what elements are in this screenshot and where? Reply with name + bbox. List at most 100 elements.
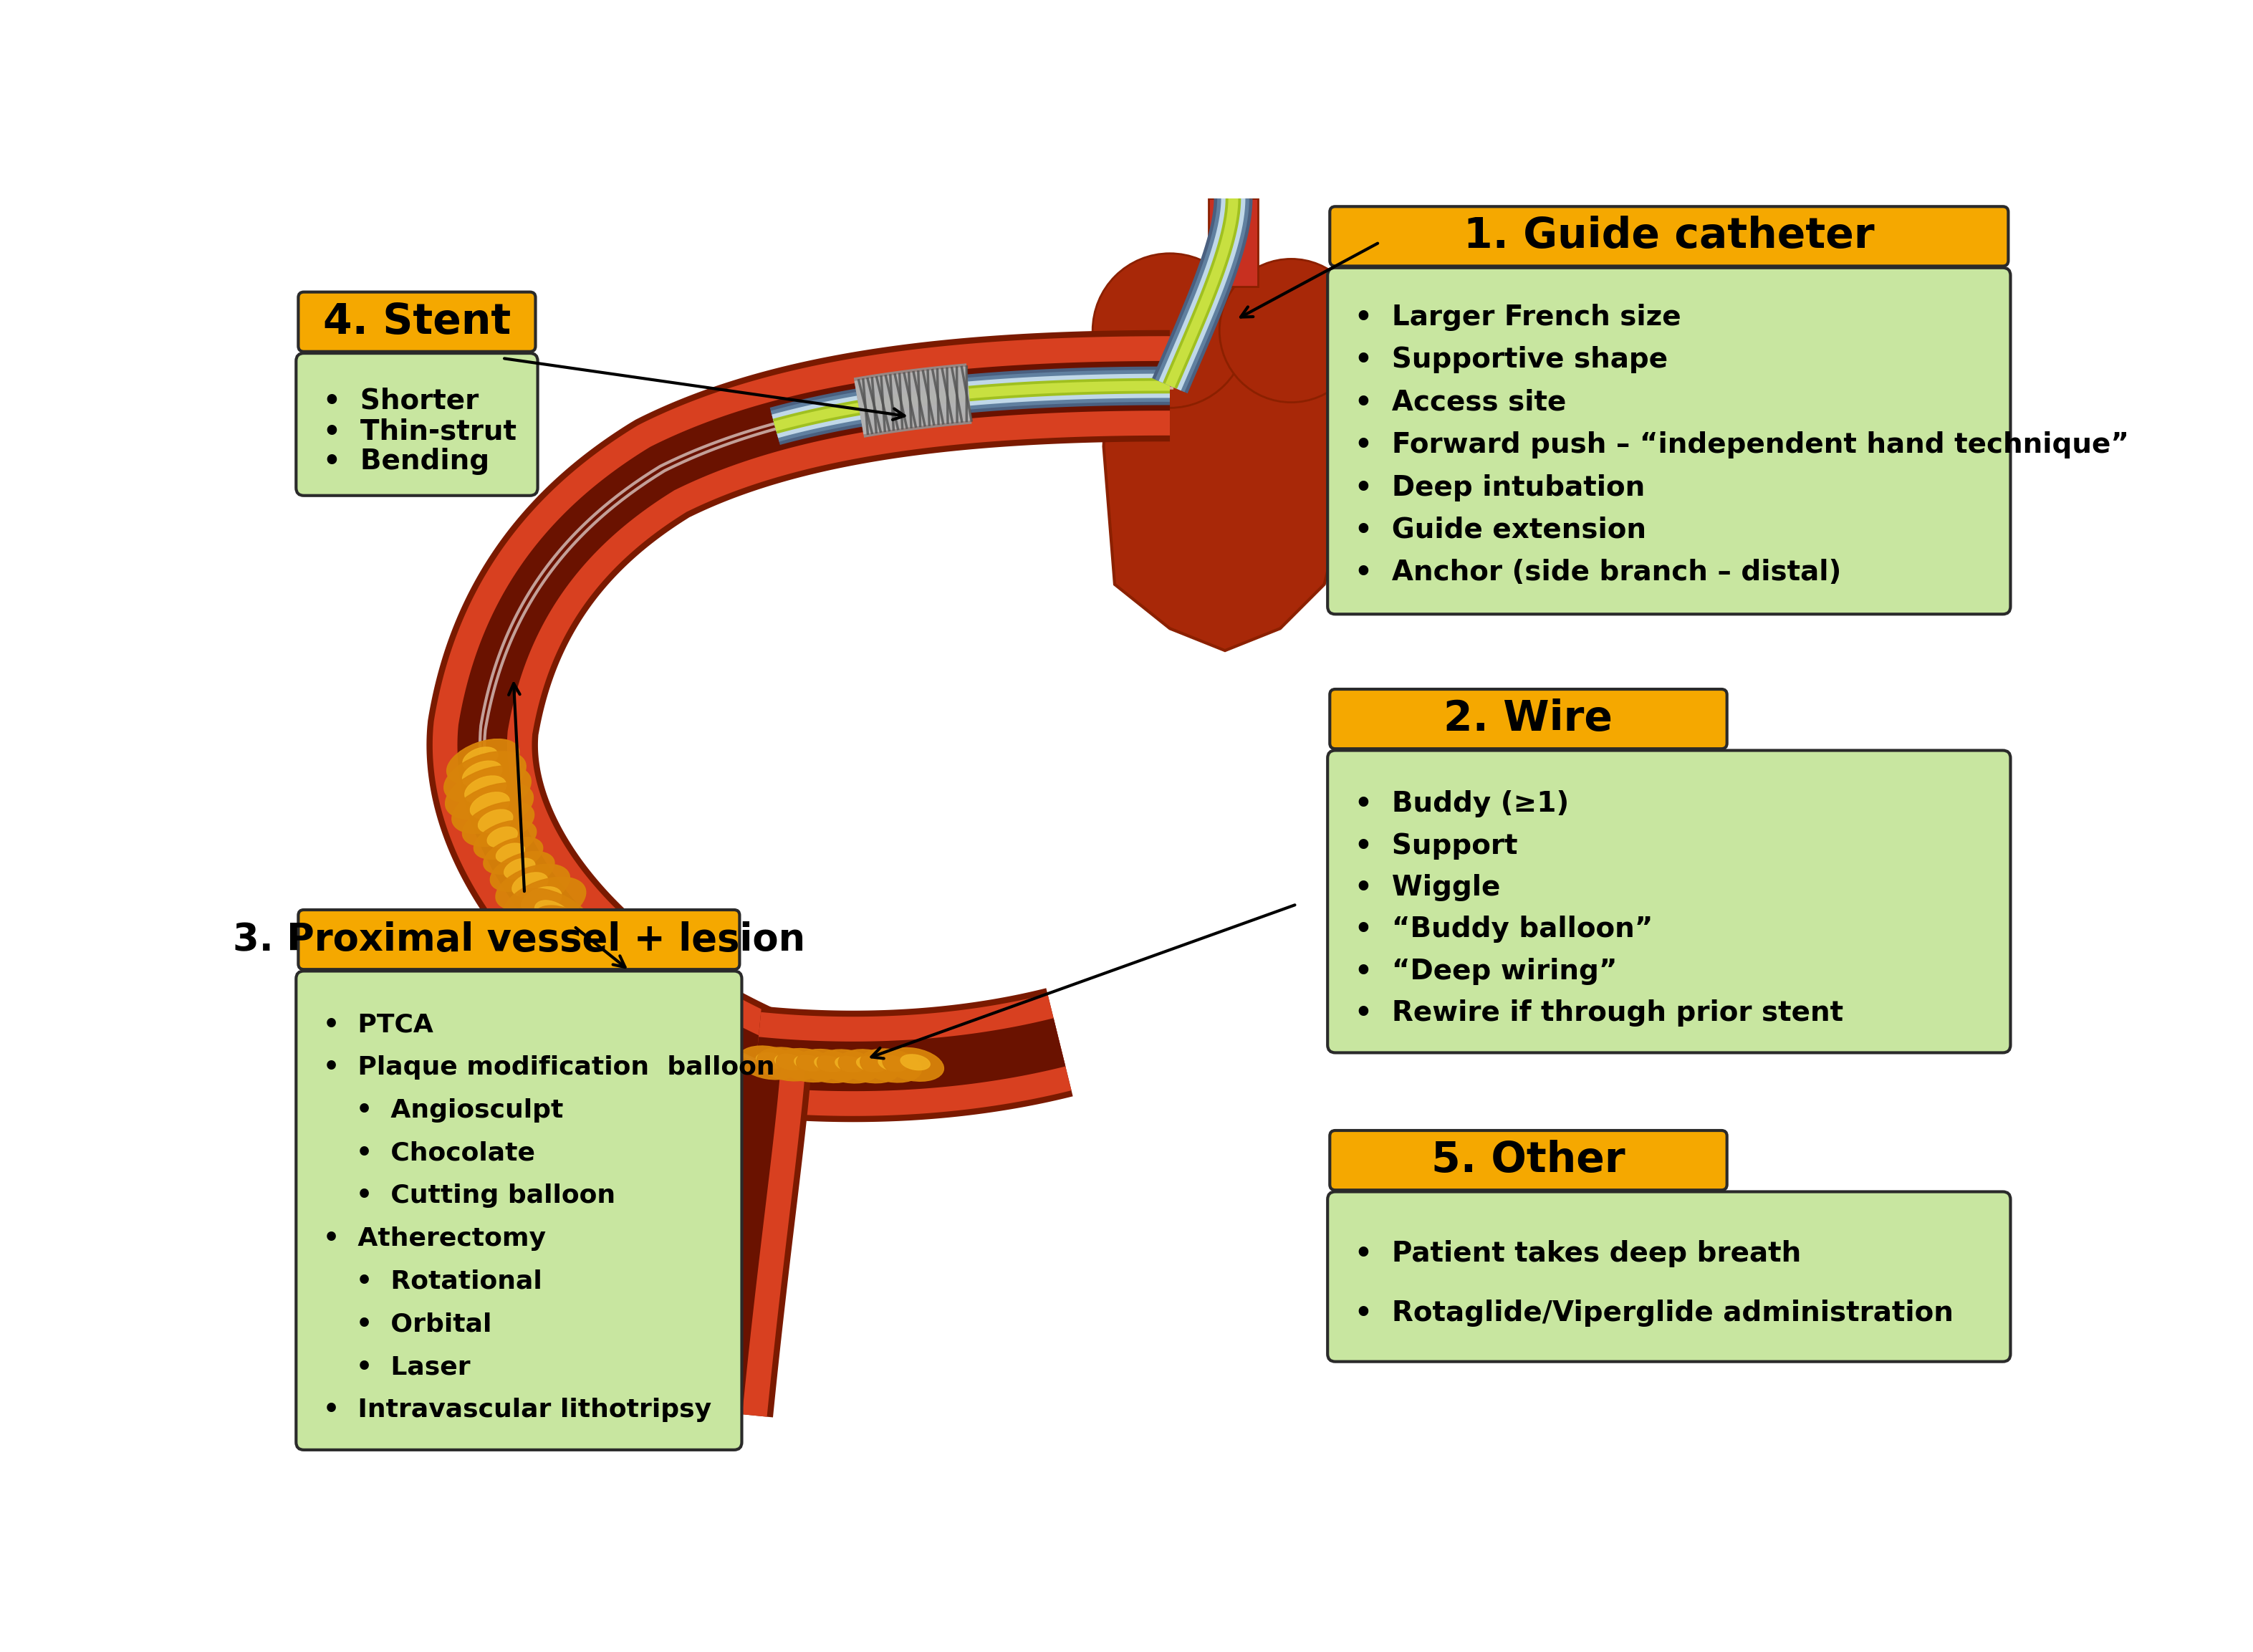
Polygon shape bbox=[426, 330, 1169, 1112]
Text: 5. Other: 5. Other bbox=[1431, 1140, 1624, 1181]
Text: •  Supportive shape: • Supportive shape bbox=[1354, 347, 1667, 373]
Ellipse shape bbox=[622, 980, 694, 1032]
Ellipse shape bbox=[861, 1049, 921, 1082]
Polygon shape bbox=[771, 367, 1169, 444]
Ellipse shape bbox=[883, 1047, 944, 1082]
Ellipse shape bbox=[550, 917, 586, 945]
Ellipse shape bbox=[462, 747, 498, 770]
Text: •  Larger French size: • Larger French size bbox=[1354, 304, 1681, 330]
Ellipse shape bbox=[552, 923, 620, 973]
Text: •  Rotaglide/Viperglide administration: • Rotaglide/Viperglide administration bbox=[1354, 1300, 1953, 1327]
Text: •  Guide extension: • Guide extension bbox=[1354, 517, 1647, 544]
Polygon shape bbox=[694, 1059, 782, 1414]
Ellipse shape bbox=[520, 887, 561, 914]
Ellipse shape bbox=[739, 1046, 800, 1079]
Polygon shape bbox=[1158, 198, 1246, 390]
Text: •  Plaque modification  balloon: • Plaque modification balloon bbox=[322, 1056, 775, 1080]
Text: •  “Deep wiring”: • “Deep wiring” bbox=[1354, 958, 1618, 985]
Text: •  Forward push – “independent hand technique”: • Forward push – “independent hand techn… bbox=[1354, 431, 2129, 459]
Ellipse shape bbox=[496, 843, 525, 862]
Ellipse shape bbox=[511, 872, 547, 897]
Polygon shape bbox=[1165, 198, 1239, 388]
Text: •  Orbital: • Orbital bbox=[356, 1312, 491, 1336]
Text: •  Shorter: • Shorter bbox=[322, 387, 478, 415]
Polygon shape bbox=[854, 367, 971, 434]
Text: •  Anchor (side branch – distal): • Anchor (side branch – distal) bbox=[1354, 558, 1841, 586]
FancyBboxPatch shape bbox=[1327, 1191, 2010, 1361]
Polygon shape bbox=[1156, 198, 1248, 392]
Ellipse shape bbox=[491, 851, 554, 892]
Circle shape bbox=[1219, 259, 1363, 403]
Text: •  Chocolate: • Chocolate bbox=[356, 1142, 536, 1165]
Ellipse shape bbox=[478, 809, 514, 833]
Text: •  Support: • Support bbox=[1354, 833, 1519, 859]
Text: •  Access site: • Access site bbox=[1354, 388, 1566, 416]
Text: •  Atherectomy: • Atherectomy bbox=[322, 1226, 545, 1251]
Ellipse shape bbox=[606, 970, 669, 1016]
Text: •  Deep intubation: • Deep intubation bbox=[1354, 474, 1645, 501]
Ellipse shape bbox=[572, 942, 631, 986]
Ellipse shape bbox=[534, 905, 608, 961]
Ellipse shape bbox=[586, 950, 613, 971]
Ellipse shape bbox=[484, 838, 543, 874]
Polygon shape bbox=[773, 373, 1169, 438]
Ellipse shape bbox=[795, 1056, 825, 1070]
FancyBboxPatch shape bbox=[1329, 206, 2007, 266]
Ellipse shape bbox=[638, 990, 671, 1018]
Polygon shape bbox=[433, 335, 1169, 1107]
Text: 2. Wire: 2. Wire bbox=[1444, 699, 1613, 740]
Text: •  “Buddy balloon”: • “Buddy balloon” bbox=[1354, 915, 1654, 943]
FancyBboxPatch shape bbox=[295, 354, 538, 496]
Ellipse shape bbox=[757, 1052, 786, 1069]
Text: •  Patient takes deep breath: • Patient takes deep breath bbox=[1354, 1241, 1800, 1267]
Ellipse shape bbox=[638, 990, 716, 1049]
Polygon shape bbox=[771, 370, 1169, 441]
Ellipse shape bbox=[901, 1054, 930, 1070]
Text: •  PTCA: • PTCA bbox=[322, 1013, 433, 1037]
Ellipse shape bbox=[568, 933, 599, 958]
FancyBboxPatch shape bbox=[1327, 750, 2010, 1052]
FancyBboxPatch shape bbox=[297, 292, 536, 352]
FancyBboxPatch shape bbox=[1327, 268, 2010, 615]
Ellipse shape bbox=[818, 1049, 879, 1084]
Text: •  Buddy (≥1): • Buddy (≥1) bbox=[1354, 790, 1568, 818]
Ellipse shape bbox=[777, 1049, 838, 1082]
FancyBboxPatch shape bbox=[295, 971, 741, 1450]
Ellipse shape bbox=[838, 1049, 899, 1084]
Text: 3. Proximal vessel + lesion: 3. Proximal vessel + lesion bbox=[232, 922, 804, 958]
Ellipse shape bbox=[505, 859, 534, 879]
Text: •  Laser: • Laser bbox=[356, 1355, 471, 1379]
Circle shape bbox=[1093, 253, 1248, 408]
Text: •  Thin-strut: • Thin-strut bbox=[322, 418, 516, 444]
Ellipse shape bbox=[496, 864, 570, 910]
Ellipse shape bbox=[444, 752, 525, 803]
Polygon shape bbox=[773, 378, 1169, 434]
Text: •  Rotational: • Rotational bbox=[356, 1269, 543, 1294]
Text: 4. Stent: 4. Stent bbox=[322, 301, 511, 342]
Ellipse shape bbox=[795, 1049, 858, 1082]
Polygon shape bbox=[669, 1057, 807, 1417]
Ellipse shape bbox=[775, 1054, 804, 1070]
FancyBboxPatch shape bbox=[1329, 1130, 1728, 1189]
Ellipse shape bbox=[836, 1056, 865, 1072]
Ellipse shape bbox=[516, 889, 597, 948]
Ellipse shape bbox=[462, 801, 534, 846]
Ellipse shape bbox=[464, 776, 507, 803]
FancyBboxPatch shape bbox=[297, 910, 739, 970]
Text: 1. Guide catheter: 1. Guide catheter bbox=[1464, 216, 1874, 256]
Polygon shape bbox=[1104, 269, 1356, 651]
Text: •  Intravascular lithotripsy: • Intravascular lithotripsy bbox=[322, 1398, 712, 1422]
Ellipse shape bbox=[462, 762, 502, 788]
Text: •  Wiggle: • Wiggle bbox=[1354, 874, 1500, 900]
Ellipse shape bbox=[590, 958, 647, 999]
Ellipse shape bbox=[879, 1056, 908, 1070]
Ellipse shape bbox=[816, 1056, 845, 1072]
Polygon shape bbox=[662, 1057, 811, 1417]
Polygon shape bbox=[457, 362, 1169, 1084]
Polygon shape bbox=[750, 988, 1072, 1122]
Ellipse shape bbox=[473, 821, 536, 859]
Ellipse shape bbox=[446, 738, 518, 785]
Polygon shape bbox=[750, 995, 1072, 1117]
Ellipse shape bbox=[620, 978, 651, 1001]
Ellipse shape bbox=[604, 965, 631, 986]
